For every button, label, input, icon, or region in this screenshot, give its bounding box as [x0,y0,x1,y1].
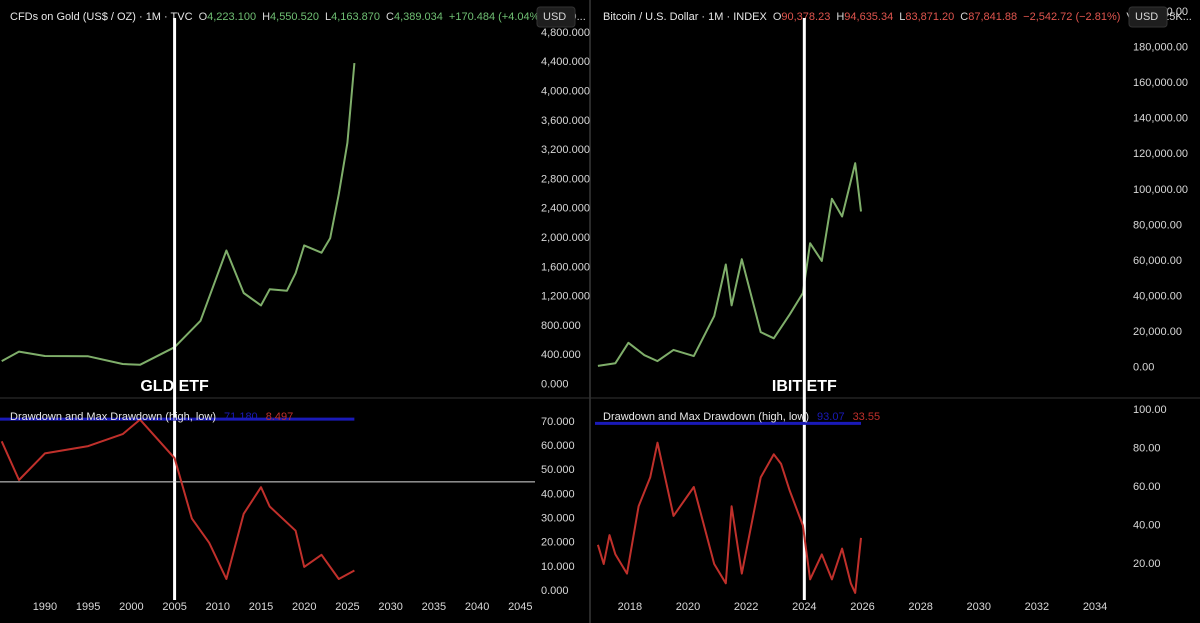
x-tick-label: 1995 [76,601,100,613]
chart-header: Drawdown and Max Drawdown (high, low) 71.… [10,411,293,423]
x-tick-label: 2015 [249,601,273,613]
ohlc-value: 94,635.34 [844,11,893,23]
annotation-label: GLD ETF [140,378,209,395]
ohlc-label: C [960,11,968,23]
y-tick-label: 40.00 [1133,519,1161,531]
legend-value: 93.07 [817,411,845,423]
x-tick-label: 2025 [335,601,359,613]
change: +170.484 (+4.04%) [449,11,543,23]
y-tick-label: 60.00 [1133,481,1161,493]
x-tick-label: 2032 [1025,601,1049,613]
x-tick-label: 2018 [618,601,642,613]
legend-value: 33.55 [853,411,881,423]
ohlc-label: L [325,11,331,23]
y-tick-label: 40,000.00 [1133,290,1182,302]
ohlc-label: C [386,11,394,23]
x-tick-label: 2024 [792,601,816,613]
ohlc-value: 87,841.88 [968,11,1017,23]
y-tick-label: 140,000.00 [1133,113,1188,125]
ohlc-value: 4,223.100 [207,11,256,23]
y-tick-label: 2,800.000 [541,173,590,185]
chart-title: Drawdown and Max Drawdown (high, low) [603,411,809,423]
y-tick-label: 4,000.000 [541,85,590,97]
y-tick-label: 10.000 [541,561,575,573]
chart-header: CFDs on Gold (US$ / OZ) · 1M · TVC O4,223… [10,11,586,23]
y-tick-label: 3,600.000 [541,115,590,127]
y-tick-label: 50.000 [541,464,575,476]
x-tick-label: 2028 [908,601,932,613]
chart-title: Drawdown and Max Drawdown (high, low) [10,411,216,423]
y-tick-label: 40.000 [541,488,575,500]
ohlc-value: 4,163.870 [331,11,380,23]
chart-header: Drawdown and Max Drawdown (high, low) 93.… [603,411,880,423]
x-tick-label: 2030 [967,601,991,613]
x-tick-label: 2040 [465,601,489,613]
y-tick-label: 30.000 [541,513,575,525]
ohlc-value: 4,550.520 [270,11,319,23]
y-tick-label: 4,400.000 [541,56,590,68]
currency-label: USD [1135,11,1158,23]
y-tick-label: 70.000 [541,416,575,428]
x-tick-label: 2000 [119,601,143,613]
x-tick-label: 2005 [162,601,186,613]
x-tick-label: 2045 [508,601,532,613]
ohlc-label: H [836,11,844,23]
x-tick-label: 2030 [378,601,402,613]
y-tick-label: 20.00 [1133,558,1161,570]
y-tick-label: 100,000.00 [1133,184,1188,196]
x-tick-label: 2022 [734,601,758,613]
x-tick-label: 1990 [33,601,57,613]
y-tick-label: 400.000 [541,349,581,361]
currency-button [1128,6,1168,28]
y-tick-label: 1,600.000 [541,261,590,273]
currency-label: USD [543,11,566,23]
ohlc-label: O [199,11,208,23]
y-tick-label: 20,000.00 [1133,326,1182,338]
data-line [596,441,862,594]
y-tick-label: 80,000.00 [1133,219,1182,231]
y-tick-label: 120,000.00 [1133,148,1188,160]
ohlc-value: 83,871.20 [905,11,954,23]
y-tick-label: 180,000.00 [1133,42,1188,54]
x-tick-label: 2035 [422,601,446,613]
x-tick-label: 2034 [1083,601,1107,613]
currency-button [536,6,576,28]
y-tick-label: 100.00 [1133,404,1167,416]
x-tick-label: 2010 [206,601,230,613]
data-line [1,63,356,366]
annotation-label: IBIT ETF [772,378,837,395]
data-line [597,162,862,367]
x-tick-label: 2020 [676,601,700,613]
ohlc-label: O [773,11,782,23]
y-tick-label: 2,000.000 [541,232,590,244]
y-tick-label: 800.000 [541,320,581,332]
legend-value: 71.180 [224,411,258,423]
x-tick-label: 2020 [292,601,316,613]
y-tick-label: 2,400.000 [541,203,590,215]
y-tick-label: 4,800.000 [541,27,590,39]
ohlc-label: L [899,11,905,23]
x-tick-label: 2026 [850,601,874,613]
y-tick-label: 60,000.00 [1133,255,1182,267]
y-tick-label: 20.000 [541,537,575,549]
ohlc-label: H [262,11,270,23]
y-tick-label: 3,200.000 [541,144,590,156]
chart-title: CFDs on Gold (US$ / OZ) · 1M · TVC [10,11,193,23]
y-tick-label: 60.000 [541,440,575,452]
y-tick-label: 0.00 [1133,362,1154,374]
legend-value: 8.497 [266,411,294,423]
y-tick-label: 1,200.000 [541,291,590,303]
chart-title: Bitcoin / U.S. Dollar · 1M · INDEX [603,11,767,23]
y-tick-label: 0.000 [541,378,569,390]
change: −2,542.72 (−2.81%) [1023,11,1120,23]
ohlc-value: 4,389.034 [394,11,443,23]
chart-header: Bitcoin / U.S. Dollar · 1M · INDEX O90,37… [603,11,1192,23]
y-tick-label: 0.000 [541,585,569,597]
ohlc-value: 90,378.23 [781,11,830,23]
data-line [0,418,355,580]
y-tick-label: 80.00 [1133,442,1161,454]
y-tick-label: 160,000.00 [1133,77,1188,89]
